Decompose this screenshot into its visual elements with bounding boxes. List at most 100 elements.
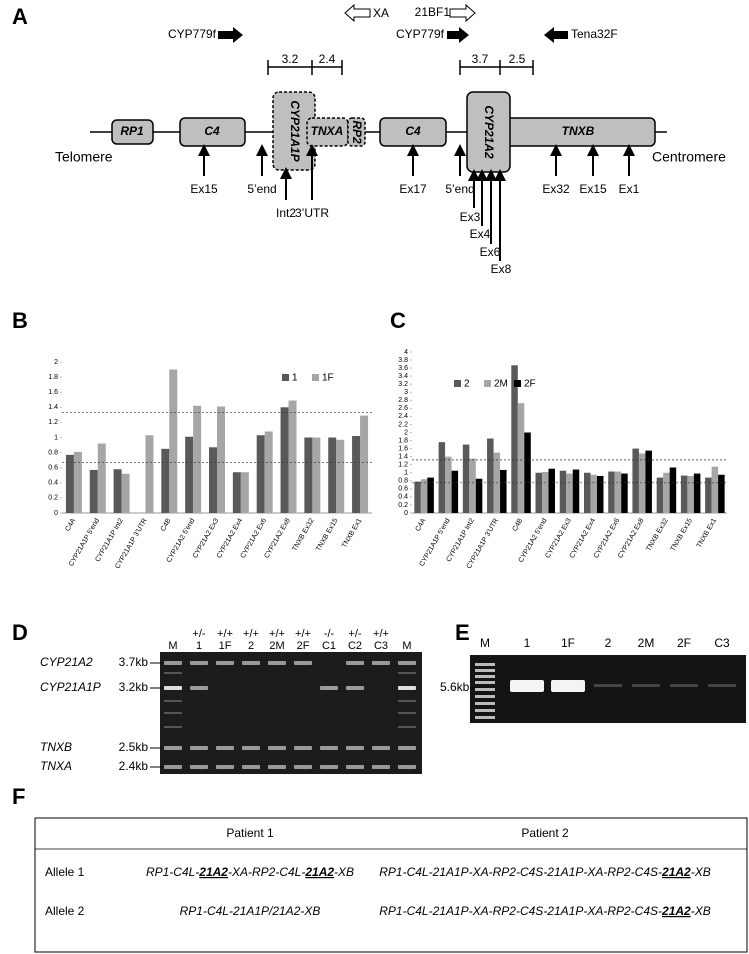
lane-label: M: [402, 640, 411, 652]
bar: [535, 472, 543, 513]
allele-cell: RP1-C4L-21A1P/21A2-XB: [180, 904, 321, 918]
gel-band: [346, 765, 364, 769]
x-tick-label: TNXB Ex15: [670, 517, 694, 552]
y-tick-label: 2.8: [398, 397, 408, 404]
bar: [427, 477, 434, 513]
x-tick-label: CYP21A2 Ex4: [216, 517, 244, 559]
probe-label: Ex4: [470, 227, 491, 241]
bar: [264, 431, 273, 513]
legend-swatch: [484, 380, 491, 387]
bar: [280, 407, 289, 513]
legend-label: 2F: [524, 379, 536, 390]
lane-label: 2M: [269, 640, 284, 652]
gel-band: [294, 746, 312, 750]
ladder-band: [475, 669, 495, 672]
lane-label: 2F: [677, 636, 691, 650]
scale-label: 3.2: [282, 52, 299, 66]
bar: [693, 473, 701, 513]
lane-label: 2F: [297, 640, 310, 652]
y-tick-label: 3.4: [398, 373, 408, 380]
y-tick-label: 2: [404, 429, 408, 436]
bar: [185, 436, 194, 513]
ladder-band: [475, 716, 495, 719]
x-tick-label: C4B: [511, 517, 524, 533]
gel-band: [268, 765, 286, 769]
y-tick-label: 4: [404, 349, 408, 356]
bar: [145, 435, 154, 513]
x-tick-label: TNXB Ex1: [341, 517, 363, 549]
y-tick-label: 0.4: [48, 480, 58, 487]
bar: [566, 473, 573, 513]
bar: [663, 472, 670, 513]
y-tick-label: 1: [54, 434, 58, 441]
gel-band: [268, 746, 286, 750]
row-label: Allele 1: [45, 865, 85, 879]
gel-band: [398, 765, 416, 769]
lane-label: C2: [348, 640, 362, 652]
x-tick-label: C4A: [415, 517, 428, 533]
ladder-band: [164, 672, 182, 674]
y-tick-label: 2.6: [398, 405, 408, 412]
gel-band: [164, 746, 182, 750]
allele-segment: -XA-RP2-C4L-: [228, 865, 305, 879]
gel-band: [398, 746, 416, 750]
bar: [445, 456, 452, 513]
bar: [608, 471, 615, 513]
legend-swatch: [514, 380, 521, 387]
gel-band: [242, 746, 260, 750]
gel-band: [320, 765, 338, 769]
bar: [705, 477, 712, 513]
gene-label: C4: [405, 124, 421, 138]
x-tick-label: CYP21A2 Ex3: [192, 517, 220, 559]
lane-label: 1: [524, 636, 531, 650]
genotype-label: +/+: [373, 628, 389, 640]
primer-label: Tena32F: [571, 27, 618, 41]
y-tick-label: 1.4: [398, 453, 408, 460]
bar: [517, 403, 525, 513]
bar: [559, 470, 567, 513]
bar: [469, 458, 476, 513]
bar: [590, 474, 597, 513]
bar: [500, 469, 507, 513]
bar: [288, 400, 297, 513]
y-tick-label: 1.8: [398, 437, 408, 444]
scale-label: 2.4: [319, 52, 336, 66]
ladder-band: [475, 695, 495, 698]
lane-label: 1: [196, 640, 202, 652]
end-label: Centromere: [652, 149, 726, 165]
y-tick-label: 1.2: [48, 419, 58, 426]
lane-label: M: [168, 640, 177, 652]
x-tick-label: TNXB Ex32: [645, 517, 669, 552]
primer-label: CYP779f: [168, 27, 217, 41]
gel-band: [551, 680, 585, 692]
bar: [656, 477, 664, 513]
bar: [217, 406, 225, 513]
genotype-label: -/-: [324, 628, 335, 640]
allele-segment: 21A2: [198, 865, 228, 879]
lane-label: 1F: [561, 636, 575, 650]
probe-label: 5’end: [445, 182, 474, 196]
gel-d-image: [160, 652, 422, 774]
bar: [89, 469, 98, 513]
allele-segment: 21A2: [661, 904, 691, 918]
bar: [209, 447, 217, 513]
ladder-band: [398, 712, 416, 714]
column-header: Patient 2: [521, 826, 569, 840]
ladder-band: [475, 688, 495, 691]
gel-band: [398, 686, 416, 690]
x-tick-label: CYP21A2 Ex6: [593, 517, 621, 559]
bar: [687, 475, 694, 513]
y-tick-label: 2: [54, 359, 58, 366]
genotype-label: +/-: [348, 628, 361, 640]
bar: [352, 435, 361, 513]
probe-arrows: [198, 144, 635, 261]
x-tick-label: TNXB Ex15: [315, 517, 339, 552]
gene-label: CYP21A2: [482, 105, 496, 159]
bar: [711, 466, 719, 513]
bar: [542, 471, 549, 513]
bar: [121, 473, 130, 513]
genotype-label: +/+: [217, 628, 233, 640]
lane-label: 1F: [219, 640, 232, 652]
ladder-band: [398, 700, 416, 702]
gel-band: [346, 661, 364, 665]
